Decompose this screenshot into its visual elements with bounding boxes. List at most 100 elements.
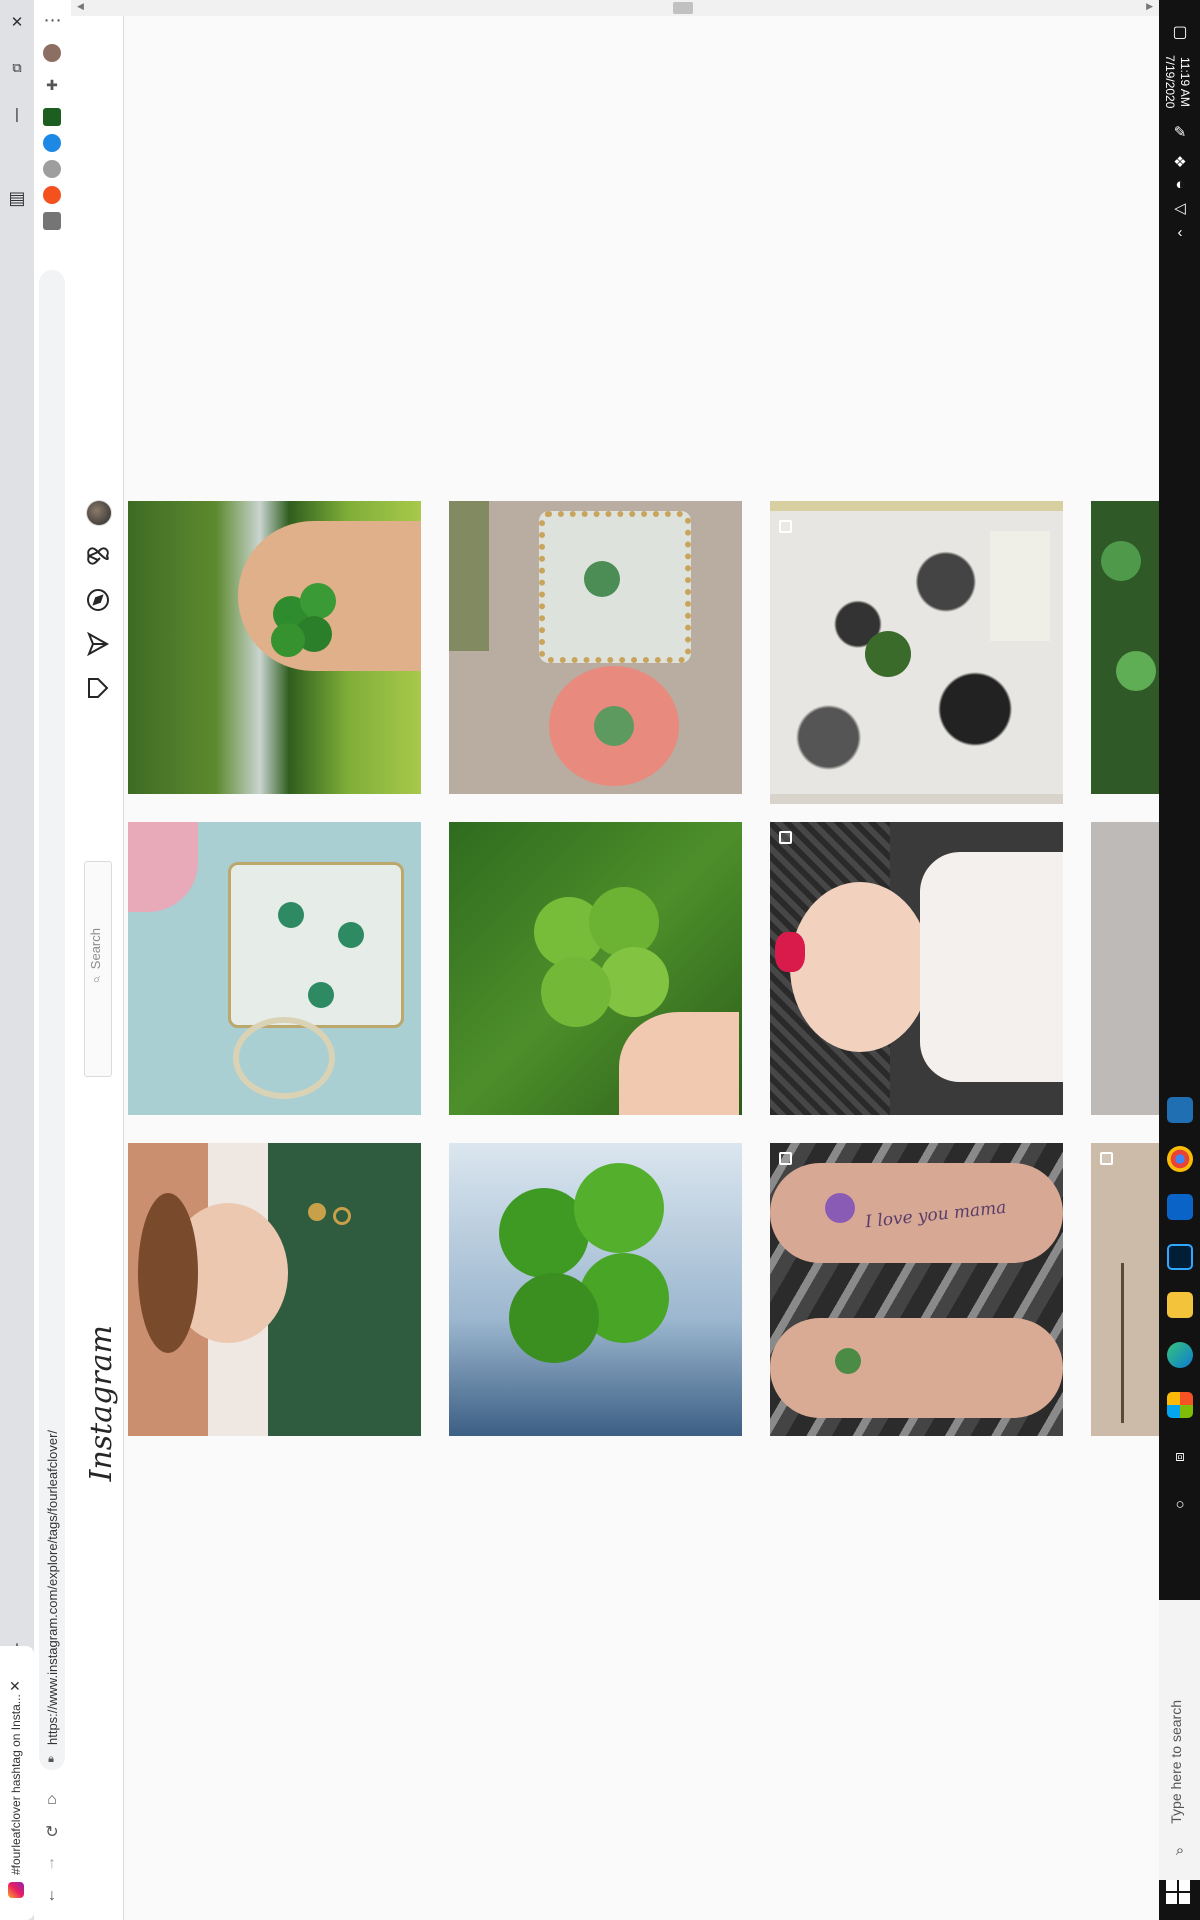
post-beach-tree[interactable] <box>1091 1143 1159 1436</box>
painted-clover <box>308 982 334 1008</box>
painted-clover <box>338 922 364 948</box>
scroll-left-arrow-icon[interactable]: ◀ <box>77 1 84 12</box>
horizontal-scrollbar[interactable]: ◀ ▶ <box>71 0 1159 16</box>
extension-blue-icon[interactable] <box>43 134 61 152</box>
multi-photo-icon <box>1100 1152 1113 1165</box>
post-toddler-red-bow[interactable] <box>770 822 1063 1115</box>
taskbar-edge-icon[interactable] <box>1167 1342 1193 1368</box>
extension-chart-icon[interactable] <box>43 108 61 126</box>
extension-g-icon[interactable] <box>43 212 61 230</box>
instagram-search-placeholder: ⌕ Search <box>88 928 103 986</box>
lock-icon[interactable]: 🔒︎ <box>44 1753 58 1767</box>
extension-grey-circle-icon[interactable] <box>43 160 61 178</box>
tab-actions-icon[interactable]: ▤ <box>5 186 29 210</box>
gold-pin <box>308 1203 326 1221</box>
painted-flower <box>128 822 198 912</box>
post-clover-patch[interactable] <box>1091 501 1159 794</box>
clover-in-resin <box>584 561 620 597</box>
clover-leaf <box>541 957 611 1027</box>
plant-leaves <box>449 501 489 651</box>
network-icon[interactable]: ◐ <box>1168 172 1192 196</box>
tree-trunk <box>1121 1263 1124 1423</box>
forearm-bottom <box>770 1318 1063 1418</box>
post-arm-tattoos[interactable]: I love you mama <box>770 1143 1063 1436</box>
taskbar-photoshop-icon[interactable] <box>1167 1244 1193 1270</box>
post-woman-green-shirt[interactable] <box>128 1143 421 1436</box>
post-clover-in-grass[interactable] <box>449 822 742 1115</box>
browser-tab-strip: ✕ ⧉ | ▤ + <box>0 0 34 1920</box>
multi-photo-icon <box>779 520 792 533</box>
clover-leaf <box>1101 541 1141 581</box>
volume-icon[interactable]: ◁ <box>1168 196 1192 220</box>
taskbar-search-icon: ⌕ <box>1168 1838 1192 1862</box>
scrollbar-thumb[interactable] <box>673 2 693 14</box>
reload-icon[interactable]: ↻ <box>40 1820 64 1844</box>
post-clover-on-ice[interactable] <box>449 1143 742 1436</box>
extensions-puzzle-icon[interactable]: ✚ <box>40 73 64 97</box>
taskbar-clock[interactable]: 11:19 AM 7/19/2020 <box>1162 55 1192 108</box>
toddler-face <box>790 882 930 1052</box>
taskbar-app-settings-icon[interactable] <box>1167 1097 1193 1123</box>
pen-icon[interactable]: ✎ <box>1168 120 1192 144</box>
clock-time: 11:19 AM <box>1178 57 1192 107</box>
back-icon[interactable]: ↓ <box>40 1884 64 1908</box>
minimize-window-icon[interactable]: | <box>5 102 29 126</box>
show-hidden-icons-chevron-icon[interactable]: ‹ <box>1168 220 1192 244</box>
clover-leaf <box>509 1273 599 1363</box>
activity-heart-icon[interactable] <box>84 542 112 570</box>
clover-in-resin <box>594 706 634 746</box>
taskbar-outlook-icon[interactable] <box>1167 1194 1193 1220</box>
white-shirt <box>920 852 1063 1082</box>
clover-leaf <box>589 887 659 957</box>
paper-card <box>990 531 1050 641</box>
red-bow <box>775 932 805 972</box>
teacup-handle <box>233 1017 335 1099</box>
windows-start-icon[interactable] <box>1166 1880 1192 1906</box>
post-resin-coasters-clover[interactable] <box>449 501 742 794</box>
hair <box>138 1193 198 1353</box>
clover-leaf <box>1116 651 1156 691</box>
clover-leaf <box>300 583 336 619</box>
clock-date: 7/19/2020 <box>1163 55 1177 108</box>
close-window-icon[interactable]: ✕ <box>5 10 29 34</box>
gold-pin <box>333 1207 351 1225</box>
extension-orange-icon[interactable] <box>43 186 61 204</box>
multi-photo-icon <box>779 831 792 844</box>
profile-avatar[interactable] <box>86 500 112 526</box>
task-view-icon[interactable]: ⧈ <box>1168 1444 1192 1468</box>
post-marble-art-clover[interactable] <box>770 501 1063 804</box>
instagram-favicon-icon <box>8 1882 24 1898</box>
post-painted-teacup[interactable] <box>128 822 421 1115</box>
tab-title: #fourleafclover hashtag on Insta... <box>9 1665 23 1875</box>
explore-compass-icon[interactable] <box>84 586 112 614</box>
home-icon[interactable]: ⌂ <box>40 1788 64 1812</box>
green-shirt <box>268 1143 421 1436</box>
taskbar-chrome-icon[interactable] <box>1167 1146 1193 1172</box>
fingertip <box>619 1012 739 1115</box>
address-bar-url[interactable]: https://www.instagram.com/explore/tags/f… <box>45 1395 60 1745</box>
clover-leaf <box>865 631 911 677</box>
clover-leaf <box>271 623 305 657</box>
action-center-icon[interactable]: ▢ <box>1168 20 1192 44</box>
dropbox-icon[interactable]: ❖ <box>1168 150 1192 174</box>
clover-leaf <box>574 1163 664 1253</box>
menu-dots-icon[interactable]: ⋯ <box>40 8 64 32</box>
taskbar-search-placeholder: Type here to search <box>1168 1700 1184 1824</box>
forward-icon[interactable]: ↑ <box>40 1852 64 1876</box>
restore-window-icon[interactable]: ⧉ <box>5 56 29 80</box>
home-house-icon[interactable] <box>84 674 112 702</box>
instagram-logo[interactable]: Instagram <box>84 1325 119 1481</box>
search-placeholder-text: Search <box>88 928 103 969</box>
search-icon: ⌕ <box>88 969 103 986</box>
direct-send-icon[interactable] <box>84 630 112 658</box>
post-ring-hand-clover[interactable] <box>128 501 421 794</box>
painted-clover <box>278 902 304 928</box>
tab-close-icon[interactable]: ✕ <box>9 1678 21 1695</box>
taskbar-file-explorer-icon[interactable] <box>1167 1292 1193 1318</box>
multi-photo-icon <box>779 1152 792 1165</box>
taskbar-store-icon[interactable] <box>1167 1392 1193 1418</box>
scroll-right-arrow-icon[interactable]: ▶ <box>1146 1 1153 12</box>
cortana-circle-icon[interactable]: ○ <box>1168 1492 1192 1516</box>
profile-avatar-icon[interactable] <box>43 44 61 62</box>
post-grey-wall[interactable] <box>1091 822 1159 1115</box>
